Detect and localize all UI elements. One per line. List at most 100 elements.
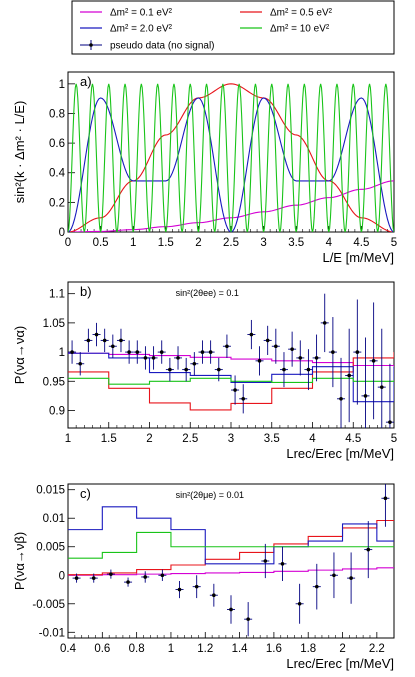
x-tick-label: 0.4 <box>60 643 77 655</box>
pseudo-data-point <box>369 302 378 420</box>
pseudo-data-point <box>231 375 240 405</box>
panel-c: 0.4 0.6 0.8 1 1.2 1.4 1.6 1.8 2 2.2 -0.01 -0.005 0 0.… <box>12 483 395 671</box>
x-tick-label: 1.6 <box>266 643 282 655</box>
pseudo-data-point <box>263 325 272 355</box>
pseudo-data-point <box>141 346 150 370</box>
x-tick-label: 3.5 <box>264 433 280 445</box>
x-tick-label: 1.4 <box>232 643 249 655</box>
pseudo-data-point <box>381 484 390 527</box>
pseudo-data-point <box>198 340 207 364</box>
series-dm20 <box>68 506 394 565</box>
pseudo-data-point <box>116 328 125 353</box>
series-dm10 <box>68 531 394 559</box>
pseudo-data-point <box>157 340 166 364</box>
pseudo-data-point <box>209 583 218 607</box>
x-tick-label: 2 <box>339 643 345 655</box>
pseudo-data-point <box>312 563 321 610</box>
panel-b: 1 1.5 2 2.5 3 3.5 4 4.5 5 0.9 0.95 1 1.05 1.1 b) sin²(2… <box>12 281 397 461</box>
pseudo-data-point <box>125 340 134 364</box>
pseudo-data-point <box>364 521 373 579</box>
y-tick-label: 0.005 <box>36 542 65 554</box>
pseudo-data-point <box>106 569 115 579</box>
x-axis-title: Lrec/Erec [m/MeV] <box>286 656 394 671</box>
pseudo-data-point <box>175 580 184 599</box>
y-tick-label: 0.4 <box>49 168 66 180</box>
pseudo-data-point <box>133 340 142 364</box>
x-tick-label: 0 <box>65 237 71 249</box>
y-axis-title: sin²(k · Δm² · L/E) <box>12 101 27 204</box>
x-tick-label: 4 <box>309 433 316 445</box>
pseudo-data-point <box>261 543 270 579</box>
x-tick-label: 0.5 <box>93 237 109 249</box>
series-dm05 <box>68 519 394 576</box>
pseudo-data-point <box>279 352 288 388</box>
x-tick-label: 2 <box>146 433 152 445</box>
legend-label: Δm² = 0.5 eV² <box>270 8 333 19</box>
x-tick-label: 1.8 <box>300 643 316 655</box>
series-dm01 <box>68 180 394 232</box>
legend-item-dm05: Δm² = 0.5 eV² <box>240 8 333 19</box>
y-axis-title: P(να→να) <box>12 326 27 384</box>
x-tick-label: 2.2 <box>369 643 385 655</box>
legend-item-dm10: Δm² = 10 eV² <box>240 24 330 35</box>
pseudo-data-point <box>353 299 362 405</box>
x-tick-label: 4 <box>326 237 333 249</box>
panel-tag: b) <box>80 284 92 299</box>
x-tick-label: 3 <box>260 237 266 249</box>
pseudo-data-point <box>165 357 174 382</box>
x-tick-label: 0.8 <box>129 643 145 655</box>
panel-tag: a) <box>80 74 92 89</box>
x-tick-label: 3 <box>228 433 234 445</box>
legend-label: Δm² = 10 eV² <box>270 24 330 35</box>
pseudo-data-point <box>72 573 81 583</box>
y-tick-label: 1.1 <box>49 289 65 301</box>
x-tick-label: 2.5 <box>223 237 239 249</box>
pseudo-data-point <box>158 569 167 581</box>
pseudo-data-point <box>347 552 356 604</box>
legend-item-dm01: Δm² = 0.1 eV² <box>80 8 173 19</box>
y-axis-title: P(να→νβ) <box>12 532 27 590</box>
series-dm20 <box>68 352 394 403</box>
x-tick-label: 0.6 <box>94 643 110 655</box>
x-tick-label: 1 <box>65 433 71 445</box>
y-tick-label: 0.2 <box>49 197 65 209</box>
y-tick-label: 0 <box>59 227 65 239</box>
pseudo-data-point <box>304 349 313 391</box>
pseudo-data-point <box>329 552 338 599</box>
y-tick-label: -0.01 <box>39 627 65 639</box>
pseudo-data-point <box>288 331 297 367</box>
pseudo-data-point <box>100 328 109 353</box>
pseudo-data-point <box>192 575 201 599</box>
pseudo-data-point <box>206 340 215 364</box>
pseudo-data-point <box>320 293 329 353</box>
x-tick-label: 4.5 <box>353 237 369 249</box>
pseudo-data-point <box>89 573 98 583</box>
x-axis-title: L/E [m/MeV] <box>322 250 394 265</box>
series-dm20 <box>68 97 394 232</box>
y-tick-label: 0.8 <box>49 108 65 120</box>
y-tick-label: 0 <box>59 570 65 582</box>
pseudo-data-point <box>214 357 223 382</box>
legend-item-pseudo: pseudo data (no signal) <box>80 40 215 52</box>
pseudo-data-point <box>84 328 93 353</box>
pseudo-data-point <box>190 352 199 376</box>
series-dm10 <box>68 377 394 385</box>
pseudo-data-point <box>222 334 231 358</box>
y-tick-label: 1 <box>59 347 65 359</box>
pseudo-data-point <box>328 317 337 388</box>
legend-label: pseudo data (no signal) <box>110 41 215 52</box>
panel-a: 0 0.5 1 1.5 2 2.5 3 3.5 4 4.5 5 0 0.2 0.4 0.6 0.8 1 a) L/E… <box>12 71 397 265</box>
pseudo-data-point <box>312 334 321 382</box>
y-tick-label: 0.01 <box>43 513 65 525</box>
y-tick-label: 1.05 <box>43 318 65 330</box>
legend-item-dm20: Δm² = 2.0 eV² <box>80 24 173 35</box>
pseudo-data-point <box>239 384 248 414</box>
pseudo-data-point <box>345 328 354 423</box>
y-tick-label: -0.005 <box>32 599 65 611</box>
x-tick-label: 5 <box>391 237 397 249</box>
pseudo-data-point <box>182 357 191 382</box>
x-tick-label: 2 <box>195 237 201 249</box>
y-tick-label: 0.9 <box>49 405 65 417</box>
pseudo-data-point <box>68 340 77 364</box>
